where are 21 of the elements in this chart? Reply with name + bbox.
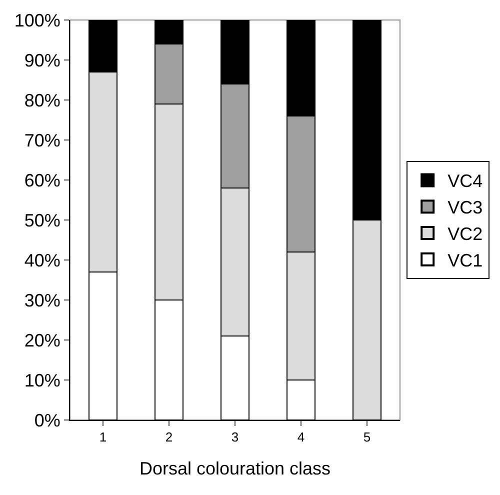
legend-label: VC3 (448, 198, 483, 218)
legend-label: VC4 (448, 171, 483, 192)
x-tick-label: 4 (297, 430, 305, 445)
x-tick-label: 1 (99, 430, 107, 445)
y-tick-label: 80% (24, 90, 60, 110)
y-tick-label: 40% (24, 250, 60, 270)
y-tick-label: 30% (24, 290, 60, 310)
y-tick-label: 70% (24, 130, 60, 150)
x-axis-title: Dorsal colouration class (139, 458, 331, 479)
y-tick-label: 100% (14, 10, 60, 30)
y-tick-label: 90% (24, 50, 60, 70)
x-tick-label: 3 (231, 430, 239, 445)
y-tick-label: 50% (24, 210, 60, 230)
x-tick-label: 2 (165, 430, 173, 445)
legend-label: VC1 (448, 250, 483, 270)
y-tick-label: 0% (34, 410, 60, 430)
y-tick-label: 60% (24, 170, 60, 190)
y-tick-label: 10% (24, 370, 60, 390)
legend-label: VC2 (448, 224, 483, 244)
y-tick-label: 20% (24, 330, 60, 350)
x-tick-label: 5 (363, 430, 371, 445)
